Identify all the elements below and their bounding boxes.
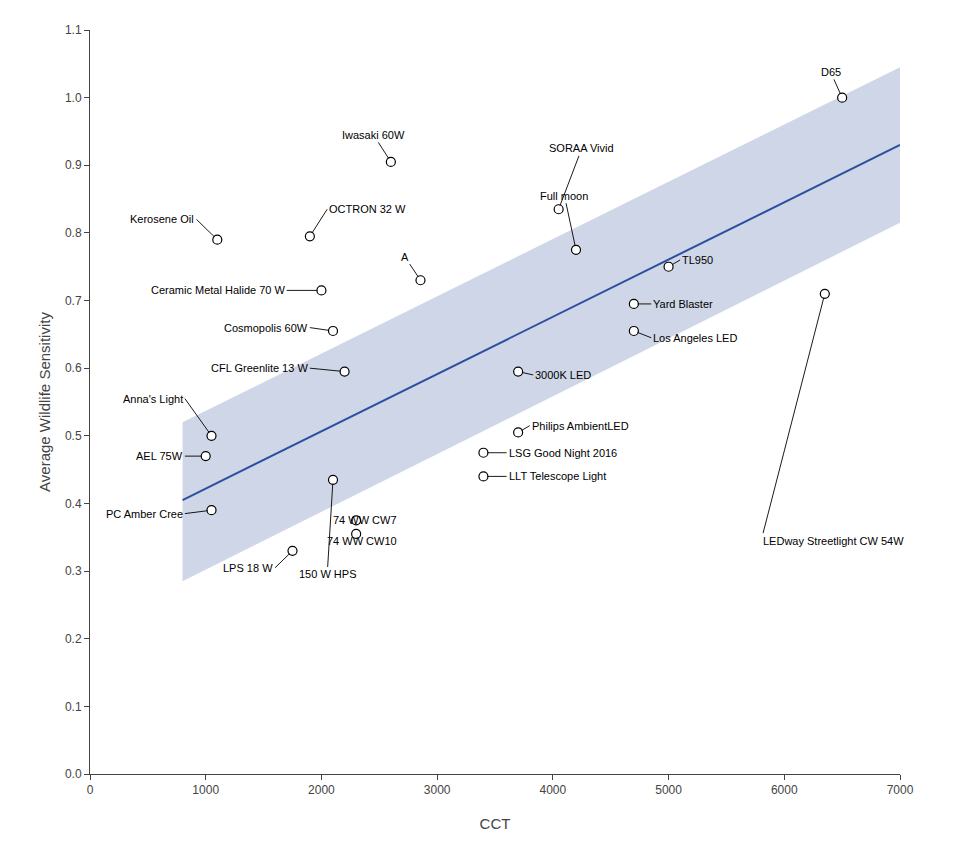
- svg-text:CFL Greenlite 13 W: CFL Greenlite 13 W: [211, 362, 308, 374]
- svg-text:Full moon: Full moon: [540, 190, 588, 202]
- svg-text:2000: 2000: [308, 783, 335, 797]
- svg-text:5000: 5000: [655, 783, 682, 797]
- svg-text:LEDway Streetlight CW 54W: LEDway Streetlight CW 54W: [763, 535, 904, 547]
- svg-text:1.1: 1.1: [65, 23, 82, 37]
- svg-text:3000K LED: 3000K LED: [535, 369, 591, 381]
- svg-text:1000: 1000: [192, 783, 219, 797]
- svg-text:0.8: 0.8: [65, 226, 82, 240]
- svg-text:PC Amber Cree: PC Amber Cree: [106, 508, 183, 520]
- svg-text:TL950: TL950: [682, 254, 713, 266]
- svg-text:74 WW CW10: 74 WW CW10: [327, 535, 397, 547]
- svg-text:0.3: 0.3: [65, 564, 82, 578]
- svg-text:LLT Telescope Light: LLT Telescope Light: [509, 470, 606, 482]
- svg-text:CCT: CCT: [480, 815, 511, 832]
- svg-text:3000: 3000: [424, 783, 451, 797]
- svg-text:OCTRON 32 W: OCTRON 32 W: [329, 203, 406, 215]
- svg-text:Cosmopolis 60W: Cosmopolis 60W: [224, 322, 308, 334]
- svg-text:1.0: 1.0: [65, 91, 82, 105]
- svg-text:4000: 4000: [540, 783, 567, 797]
- svg-text:6000: 6000: [771, 783, 798, 797]
- svg-text:0.0: 0.0: [65, 767, 82, 781]
- svg-text:0.1: 0.1: [65, 700, 82, 714]
- svg-text:0: 0: [87, 783, 94, 797]
- svg-text:74 WW CW7: 74 WW CW7: [333, 514, 397, 526]
- svg-text:AEL 75W: AEL 75W: [136, 450, 183, 462]
- svg-text:Los Angeles LED: Los Angeles LED: [653, 332, 737, 344]
- svg-text:LPS 18 W: LPS 18 W: [223, 562, 273, 574]
- svg-text:0.5: 0.5: [65, 429, 82, 443]
- svg-text:7000: 7000: [887, 783, 914, 797]
- svg-text:0.4: 0.4: [65, 497, 82, 511]
- svg-text:LSG Good Night 2016: LSG Good Night 2016: [509, 447, 617, 459]
- svg-text:Iwasaki 60W: Iwasaki 60W: [342, 129, 405, 141]
- svg-text:Ceramic Metal Halide 70 W: Ceramic Metal Halide 70 W: [151, 284, 285, 296]
- svg-text:150 W HPS: 150 W HPS: [299, 568, 356, 580]
- svg-text:0.2: 0.2: [65, 632, 82, 646]
- svg-text:Average Wildlife Sensitivity: Average Wildlife Sensitivity: [36, 312, 53, 492]
- svg-text:0.6: 0.6: [65, 361, 82, 375]
- svg-text:Yard Blaster: Yard Blaster: [653, 298, 713, 310]
- svg-text:0.7: 0.7: [65, 294, 82, 308]
- svg-text:Anna's Light: Anna's Light: [123, 393, 183, 405]
- svg-text:Philips AmbientLED: Philips AmbientLED: [532, 420, 629, 432]
- svg-text:A: A: [401, 251, 409, 263]
- svg-text:0.9: 0.9: [65, 158, 82, 172]
- svg-text:Kerosene Oil: Kerosene Oil: [130, 213, 194, 225]
- svg-text:SORAA Vivid: SORAA Vivid: [549, 142, 614, 154]
- svg-text:D65: D65: [821, 66, 841, 78]
